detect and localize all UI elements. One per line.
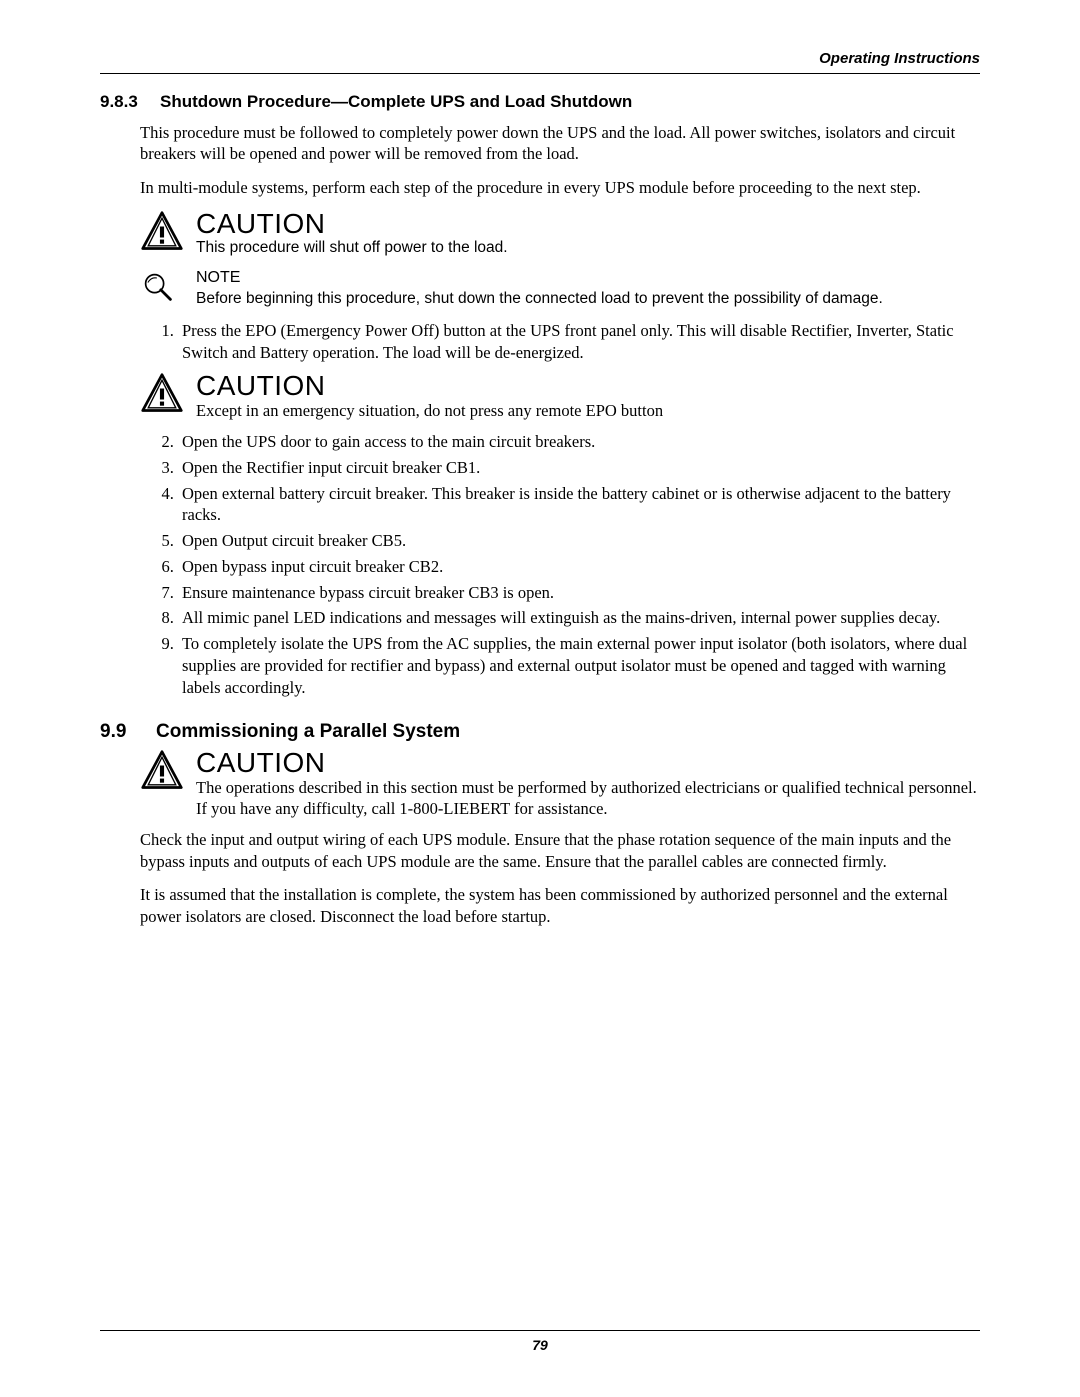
step-3: Open the Rectifier input circuit breaker… xyxy=(178,457,980,479)
caution-1-body: This procedure will shut off power to th… xyxy=(196,238,980,259)
steps-list-b: Open the UPS door to gain access to the … xyxy=(140,431,980,698)
para-983-2: In multi-module systems, perform each st… xyxy=(140,177,980,198)
footer-rule xyxy=(100,1330,980,1331)
caution-1: CAUTION This procedure will shut off pow… xyxy=(140,210,980,259)
step-1: Press the EPO (Emergency Power Off) butt… xyxy=(178,320,980,364)
caution-1-text: CAUTION This procedure will shut off pow… xyxy=(196,210,980,259)
warning-icon xyxy=(140,749,184,793)
warning-icon xyxy=(140,210,184,254)
running-header: Operating Instructions xyxy=(100,50,980,67)
page-footer: 79 xyxy=(100,1330,980,1353)
heading-99-title: Commissioning a Parallel System xyxy=(156,721,460,742)
heading-983-title: Shutdown Procedure—Complete UPS and Load… xyxy=(160,92,632,111)
page: Operating Instructions 9.8.3Shutdown Pro… xyxy=(0,0,1080,1397)
step-9: To completely isolate the UPS from the A… xyxy=(178,633,980,698)
note-1-text: NOTE Before beginning this procedure, sh… xyxy=(196,269,980,310)
note-1-heading: NOTE xyxy=(196,269,980,287)
caution-3-body: The operations described in this section… xyxy=(196,777,980,820)
step-6: Open bypass input circuit breaker CB2. xyxy=(178,556,980,578)
heading-983-number: 9.8.3 xyxy=(100,92,160,112)
caution-2: CAUTION Except in an emergency situation… xyxy=(140,372,980,421)
magnifier-icon xyxy=(140,269,184,305)
warning-icon xyxy=(140,372,184,416)
step-4: Open external battery circuit breaker. T… xyxy=(178,483,980,527)
header-rule xyxy=(100,73,980,74)
para-99-b: It is assumed that the installation is c… xyxy=(140,884,980,927)
caution-1-heading: CAUTION xyxy=(196,210,980,238)
step-5: Open Output circuit breaker CB5. xyxy=(178,530,980,552)
step-2: Open the UPS door to gain access to the … xyxy=(178,431,980,453)
step-8: All mimic panel LED indications and mess… xyxy=(178,607,980,629)
step-7: Ensure maintenance bypass circuit breake… xyxy=(178,582,980,604)
caution-2-text: CAUTION Except in an emergency situation… xyxy=(196,372,980,421)
note-1: NOTE Before beginning this procedure, sh… xyxy=(140,269,980,310)
page-number: 79 xyxy=(100,1337,980,1353)
heading-983: 9.8.3Shutdown Procedure—Complete UPS and… xyxy=(100,92,980,112)
caution-3-text: CAUTION The operations described in this… xyxy=(196,749,980,820)
note-1-body: Before beginning this procedure, shut do… xyxy=(196,289,980,310)
caution-3-heading: CAUTION xyxy=(196,749,980,777)
steps-list-a: Press the EPO (Emergency Power Off) butt… xyxy=(140,320,980,364)
caution-3: CAUTION The operations described in this… xyxy=(140,749,980,820)
para-99-a: Check the input and output wiring of eac… xyxy=(140,829,980,872)
para-983-1: This procedure must be followed to compl… xyxy=(140,122,980,165)
heading-99: 9.9Commissioning a Parallel System xyxy=(100,721,980,743)
heading-99-number: 9.9 xyxy=(100,721,156,743)
caution-2-heading: CAUTION xyxy=(196,372,980,400)
caution-2-body: Except in an emergency situation, do not… xyxy=(196,400,980,421)
